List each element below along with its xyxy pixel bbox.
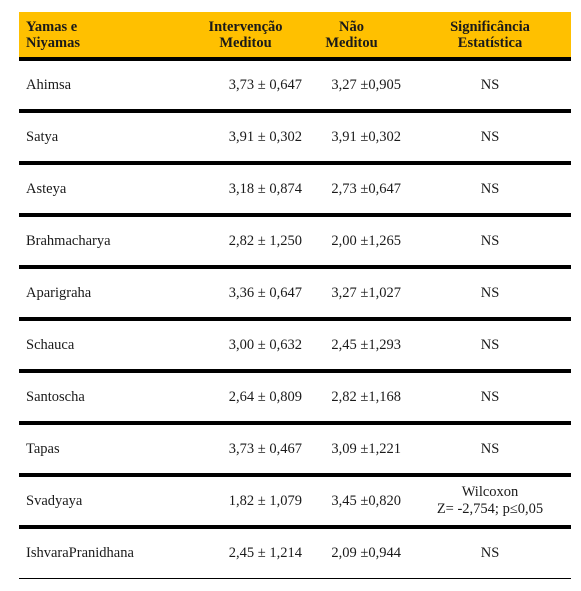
header-nao-meditou: Não Meditou — [302, 19, 409, 51]
header-col2-line2: Meditou — [219, 34, 272, 51]
row-nao-meditou: 2,00 ±1,265 — [331, 232, 401, 249]
row-significancia: NS — [409, 233, 571, 250]
table-row: Brahmacharya 2,82 ± 1,250 2,00 ±1,265 NS — [19, 217, 571, 269]
row-sig-line1: NS — [480, 180, 500, 197]
row-name: Ahimsa — [26, 76, 72, 93]
header-significancia: Significância Estatística — [409, 19, 571, 51]
row-significancia: Wilcoxon Z= -2,754; p≤0,05 — [409, 484, 571, 518]
row-nao-meditou: 3,91 ±0,302 — [331, 128, 401, 145]
table-header: Yamas e Niyamas Intervenção Meditou Não … — [19, 12, 571, 61]
row-significancia: NS — [409, 285, 571, 302]
header-col2-line1: Intervenção — [208, 18, 283, 35]
header-col4-line1: Significância — [450, 18, 530, 35]
row-name: Schauca — [26, 336, 75, 353]
data-table: Yamas e Niyamas Intervenção Meditou Não … — [19, 12, 571, 579]
table-row: Aparigraha 3,36 ± 0,647 3,27 ±1,027 NS — [19, 269, 571, 321]
table-row: Schauca 3,00 ± 0,632 2,45 ±1,293 NS — [19, 321, 571, 373]
row-nao-meditou: 3,27 ±1,027 — [331, 284, 401, 301]
row-significancia: NS — [409, 337, 571, 354]
header-col3-line1: Não — [339, 18, 364, 35]
header-col1-line1: Yamas e — [26, 18, 78, 35]
row-significancia: NS — [409, 129, 571, 146]
row-intervencao: 3,91 ± 0,302 — [228, 128, 302, 145]
row-intervencao: 3,73 ± 0,467 — [228, 440, 302, 457]
row-nao-meditou: 2,09 ±0,944 — [331, 545, 401, 561]
row-name: IshvaraPranidhana — [26, 545, 134, 561]
row-sig-line1: NS — [480, 232, 500, 249]
row-nao-meditou: 3,45 ±0,820 — [331, 492, 401, 509]
row-significancia: NS — [409, 181, 571, 198]
table-row: Santoscha 2,64 ± 0,809 2,82 ±1,168 NS — [19, 373, 571, 425]
row-nao-meditou: 3,09 ±1,221 — [331, 440, 401, 457]
row-significancia: NS — [409, 389, 571, 406]
row-significancia: NS — [409, 545, 571, 562]
row-intervencao: 1,82 ± 1,079 — [228, 492, 302, 509]
table-row: Satya 3,91 ± 0,302 3,91 ±0,302 NS — [19, 113, 571, 165]
row-name: Satya — [26, 128, 59, 145]
row-name: Tapas — [26, 440, 60, 457]
row-intervencao: 2,82 ± 1,250 — [228, 232, 302, 249]
row-sig-line1: NS — [480, 545, 500, 561]
row-sig-line1: NS — [480, 284, 500, 301]
row-nao-meditou: 2,82 ±1,168 — [331, 388, 401, 405]
row-sig-line1: NS — [480, 128, 500, 145]
row-intervencao: 3,00 ± 0,632 — [228, 336, 302, 353]
row-sig-line1: NS — [480, 336, 500, 353]
row-significancia: NS — [409, 77, 571, 94]
table-row: Ahimsa 3,73 ± 0,647 3,27 ±0,905 NS — [19, 61, 571, 113]
row-intervencao: 3,18 ± 0,874 — [228, 180, 302, 197]
row-name: Svadyaya — [26, 492, 83, 509]
row-sig-line1: NS — [480, 440, 500, 457]
table-row: Svadyaya 1,82 ± 1,079 3,45 ±0,820 Wilcox… — [19, 477, 571, 529]
row-sig-line2: Z= -2,754; p≤0,05 — [436, 501, 544, 517]
row-sig-line1: NS — [480, 76, 500, 93]
row-intervencao: 2,64 ± 0,809 — [228, 388, 302, 405]
row-name: Aparigraha — [26, 284, 92, 301]
row-name: Asteya — [26, 180, 67, 197]
row-intervencao: 3,36 ± 0,647 — [228, 284, 302, 301]
row-nao-meditou: 2,45 ±1,293 — [331, 336, 401, 353]
row-significancia: NS — [409, 441, 571, 458]
header-col4-line2: Estatística — [457, 34, 523, 51]
table-row: Asteya 3,18 ± 0,874 2,73 ±0,647 NS — [19, 165, 571, 217]
table-row: Tapas 3,73 ± 0,467 3,09 ±1,221 NS — [19, 425, 571, 477]
row-sig-line1: NS — [480, 388, 500, 405]
row-name: Brahmacharya — [26, 232, 111, 249]
table-row: IshvaraPranidhana 2,45 ± 1,214 2,09 ±0,9… — [19, 529, 571, 579]
row-intervencao: 2,45 ± 1,214 — [228, 545, 302, 561]
row-sig-line1: Wilcoxon — [461, 484, 519, 500]
row-nao-meditou: 3,27 ±0,905 — [331, 76, 401, 93]
row-nao-meditou: 2,73 ±0,647 — [331, 180, 401, 197]
header-yamas-niyamas: Yamas e Niyamas — [19, 19, 189, 51]
header-col1-line2: Niyamas — [26, 34, 80, 51]
row-intervencao: 3,73 ± 0,647 — [228, 76, 302, 93]
row-name: Santoscha — [26, 388, 85, 405]
header-intervencao: Intervenção Meditou — [189, 19, 302, 51]
header-col3-line2: Meditou — [325, 34, 378, 51]
